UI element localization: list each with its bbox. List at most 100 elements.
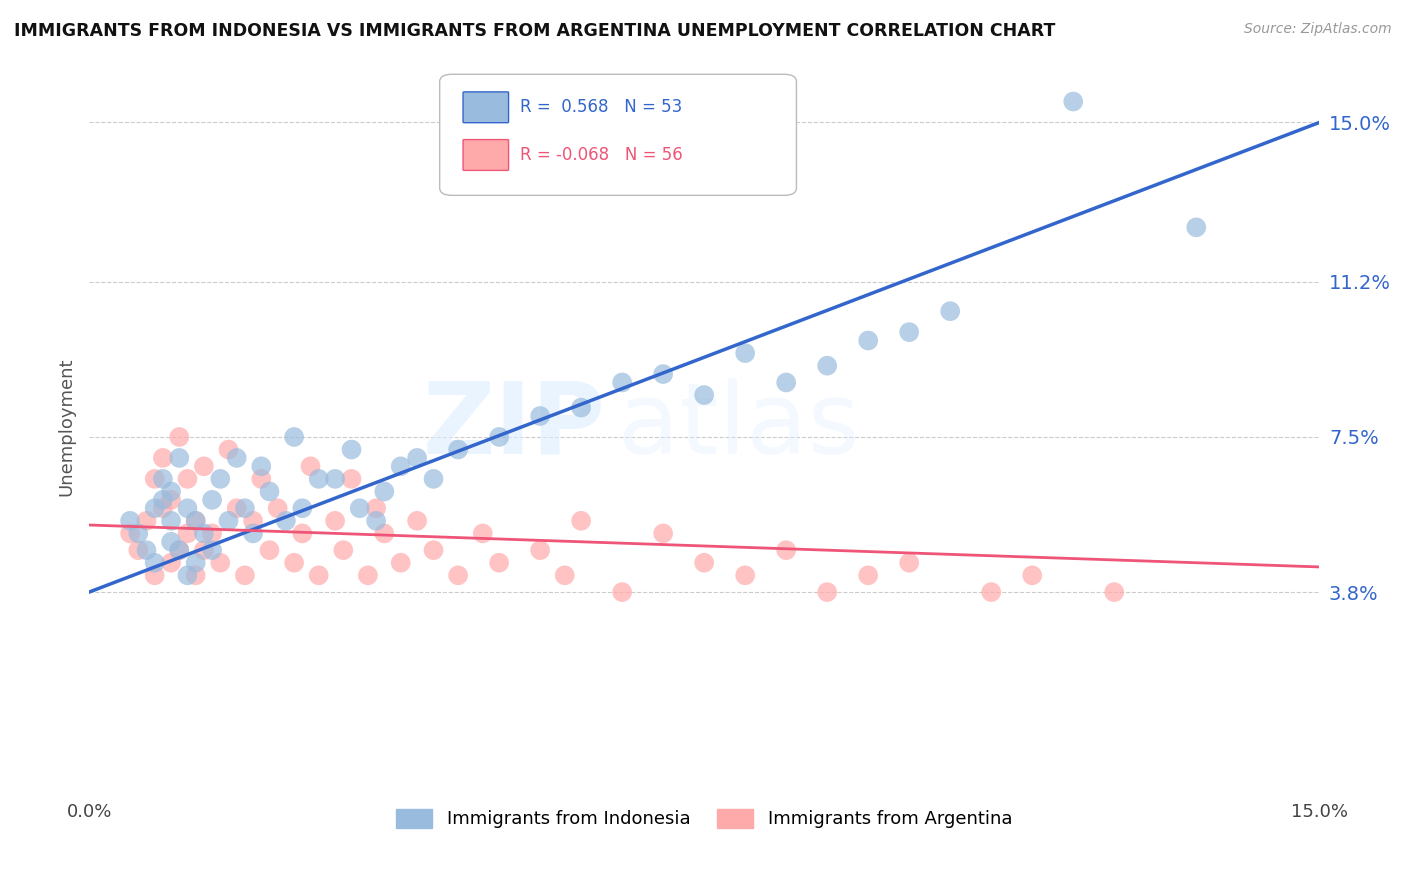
Point xyxy=(291,526,314,541)
Point xyxy=(340,472,363,486)
Point xyxy=(143,556,166,570)
Legend: Immigrants from Indonesia, Immigrants from Argentina: Immigrants from Indonesia, Immigrants fr… xyxy=(389,802,1019,836)
Point xyxy=(815,585,838,599)
Point xyxy=(734,568,756,582)
Point xyxy=(488,430,510,444)
Point xyxy=(898,325,921,339)
Point xyxy=(406,514,429,528)
Point xyxy=(406,450,429,465)
Text: R =  0.568   N = 53: R = 0.568 N = 53 xyxy=(520,98,682,116)
Text: R = -0.068   N = 56: R = -0.068 N = 56 xyxy=(520,146,682,164)
Point xyxy=(283,430,305,444)
Point xyxy=(176,472,198,486)
Point xyxy=(193,543,215,558)
Point xyxy=(308,568,330,582)
Y-axis label: Unemployment: Unemployment xyxy=(58,357,75,496)
Point xyxy=(939,304,962,318)
Text: ZIP: ZIP xyxy=(423,378,606,475)
Point xyxy=(612,585,634,599)
FancyBboxPatch shape xyxy=(463,139,509,170)
Point xyxy=(259,543,281,558)
Point xyxy=(734,346,756,360)
Point xyxy=(127,526,149,541)
Point xyxy=(160,492,183,507)
Point xyxy=(160,514,183,528)
Point xyxy=(775,376,797,390)
Point xyxy=(299,459,322,474)
Point xyxy=(169,450,191,465)
Point xyxy=(169,543,191,558)
Point xyxy=(373,526,395,541)
Point xyxy=(488,556,510,570)
Point xyxy=(447,568,470,582)
Point xyxy=(259,484,281,499)
Point xyxy=(127,543,149,558)
Point xyxy=(242,514,264,528)
Point xyxy=(529,409,551,423)
Point xyxy=(308,472,330,486)
Point xyxy=(176,526,198,541)
Point xyxy=(143,472,166,486)
Point xyxy=(693,388,716,402)
Point xyxy=(815,359,838,373)
FancyBboxPatch shape xyxy=(440,74,796,195)
Point xyxy=(201,543,224,558)
Point xyxy=(422,472,444,486)
Point xyxy=(274,514,297,528)
Point xyxy=(184,514,207,528)
Point xyxy=(1021,568,1043,582)
Point xyxy=(160,484,183,499)
Point xyxy=(135,543,157,558)
Point xyxy=(323,472,346,486)
Point xyxy=(340,442,363,457)
Point xyxy=(447,442,470,457)
Point xyxy=(218,442,240,457)
Point xyxy=(471,526,494,541)
Point xyxy=(652,526,675,541)
Point xyxy=(135,514,157,528)
Point xyxy=(201,492,224,507)
Point xyxy=(184,514,207,528)
Point xyxy=(143,568,166,582)
Text: atlas: atlas xyxy=(619,378,859,475)
Point xyxy=(980,585,1002,599)
Point xyxy=(1185,220,1208,235)
Point xyxy=(184,568,207,582)
Point xyxy=(366,514,388,528)
Point xyxy=(373,484,395,499)
Point xyxy=(152,450,174,465)
Point xyxy=(283,556,305,570)
Point xyxy=(569,401,592,415)
Point xyxy=(201,526,224,541)
Point xyxy=(389,459,412,474)
Point xyxy=(856,334,879,348)
Point xyxy=(1102,585,1125,599)
Point xyxy=(176,501,198,516)
Point xyxy=(366,501,388,516)
Point xyxy=(554,568,576,582)
Point xyxy=(323,514,346,528)
Point xyxy=(389,556,412,570)
Text: Source: ZipAtlas.com: Source: ZipAtlas.com xyxy=(1244,22,1392,37)
Point xyxy=(193,526,215,541)
Point xyxy=(267,501,290,516)
Point xyxy=(176,568,198,582)
Point xyxy=(169,543,191,558)
Point xyxy=(184,556,207,570)
Point xyxy=(775,543,797,558)
Point xyxy=(120,526,142,541)
Point xyxy=(152,492,174,507)
Text: IMMIGRANTS FROM INDONESIA VS IMMIGRANTS FROM ARGENTINA UNEMPLOYMENT CORRELATION : IMMIGRANTS FROM INDONESIA VS IMMIGRANTS … xyxy=(14,22,1056,40)
Point xyxy=(250,459,273,474)
Point xyxy=(693,556,716,570)
FancyBboxPatch shape xyxy=(463,92,509,123)
Point xyxy=(569,514,592,528)
Point xyxy=(898,556,921,570)
Point xyxy=(209,556,232,570)
Point xyxy=(225,450,247,465)
Point xyxy=(422,543,444,558)
Point xyxy=(169,430,191,444)
Point xyxy=(529,543,551,558)
Point xyxy=(152,501,174,516)
Point xyxy=(160,556,183,570)
